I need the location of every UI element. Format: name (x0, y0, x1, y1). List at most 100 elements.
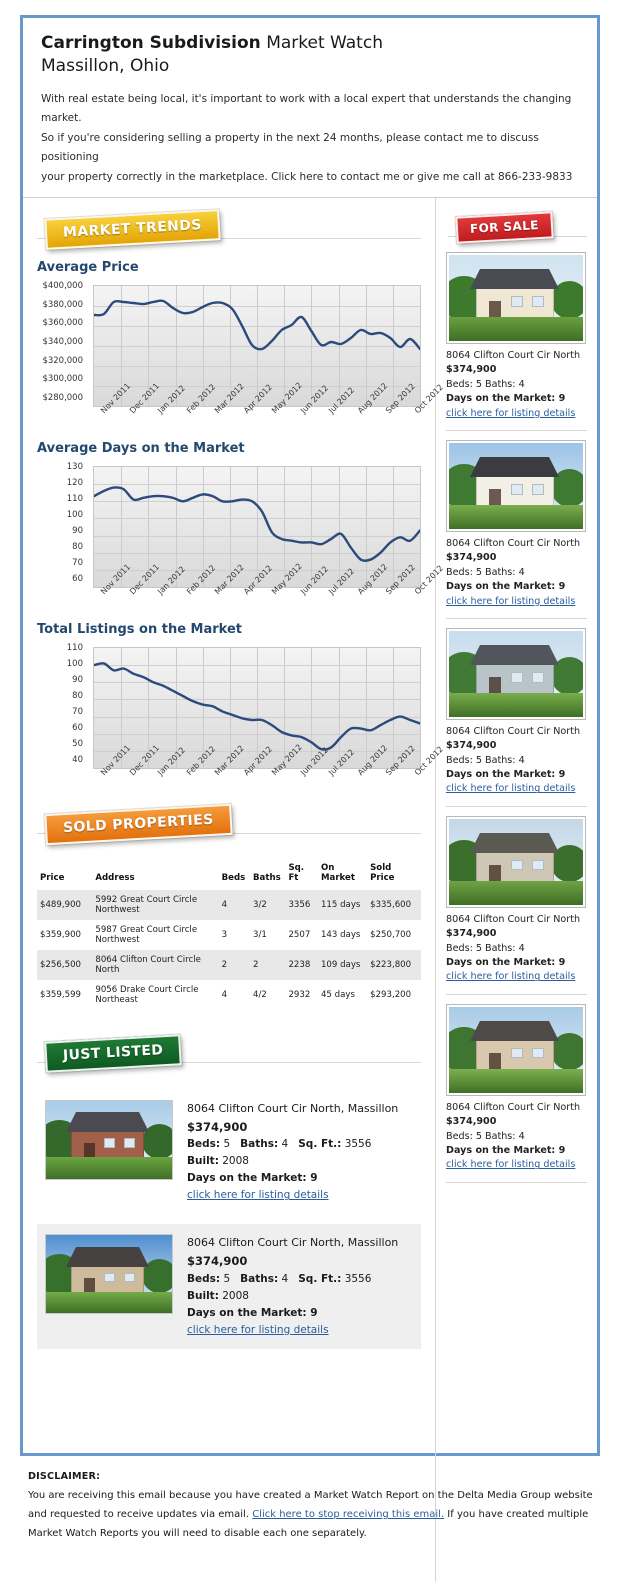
y-tick-label: 60 (72, 573, 83, 584)
table-cell-on-market: 143 days (320, 929, 361, 940)
listing-details-link[interactable]: click here for listing details (446, 407, 576, 419)
grid-line (148, 285, 150, 406)
listing-days-on-market: Days on the Market: 9 (446, 769, 566, 781)
listing-photo-art (46, 1235, 172, 1314)
listing-photo[interactable] (45, 1234, 173, 1315)
grid-line (392, 285, 394, 406)
intro-paragraph: With real estate being local, it's impor… (41, 90, 579, 187)
grid-line (338, 285, 340, 406)
listing-details-link[interactable]: click here for listing details (446, 1159, 576, 1171)
x-axis-labels: Nov 2011 Dec 2011 Jan 2012 Feb 2012 Mar 2012… (93, 743, 444, 811)
market-trends-badge: MARKET TRENDS (43, 207, 222, 252)
y-tick-label: 90 (72, 525, 83, 536)
chart-title: Average Days on the Market (37, 440, 245, 456)
grid-line (175, 285, 177, 406)
table-cell-sqft: 2507 (288, 929, 311, 940)
chart-title: Average Price (37, 259, 139, 275)
table-cell-beds: 4 (218, 889, 250, 920)
sold-properties-badge: SOLD PROPERTIES (43, 802, 234, 847)
table-cell-sqft: 2932 (288, 989, 311, 1000)
listing-details-link[interactable]: click here for listing details (187, 1323, 329, 1336)
table-cell-baths: 2 (250, 949, 286, 980)
for-sale-item: 8064 Clifton Court Cir North $374,900 Beds… (446, 815, 587, 995)
grid-line (338, 466, 340, 587)
listing-photo-art (449, 630, 583, 717)
disclaimer-text-b: If you have created multiple Market Watc… (28, 1509, 589, 1540)
y-tick-label: $280,000 (42, 392, 83, 403)
for-sale-badge: FOR SALE (454, 210, 555, 245)
y-tick-label: 50 (72, 738, 83, 749)
table-cell-price: $359,900 (40, 929, 82, 940)
just-listed-badge: JUST LISTED (43, 1032, 184, 1075)
y-tick-label: $340,000 (42, 336, 83, 347)
grid-line (148, 647, 150, 768)
table-cell-baths: 3/2 (250, 889, 286, 920)
listing-details-link[interactable]: click here for listing details (187, 1189, 329, 1202)
grid-line (311, 466, 313, 587)
grid-line (284, 285, 286, 406)
listing-photo[interactable] (446, 815, 586, 908)
table-cell-sqft: 3356 (285, 889, 318, 920)
footer-disclaimer: DISCLAIMER: You are receiving this email… (28, 1468, 594, 1543)
listing-photo[interactable] (446, 1003, 586, 1096)
listing-address: 8064 Clifton Court Cir North (446, 537, 581, 549)
table-row: $256,500 8064 Clifton Court Circle North 2… (37, 949, 421, 980)
listing-photo[interactable] (446, 251, 586, 344)
chart-total-listings: Total Listings on the Market 110 100 90 80 7… (37, 622, 445, 793)
listing-specs: Beds: 5 Baths: 4 (446, 1130, 525, 1142)
y-axis-labels: 110 100 90 80 70 60 50 40 (37, 643, 89, 765)
grid-line (284, 647, 286, 768)
grid-line (338, 647, 340, 768)
table-column-header: Sold Price (370, 862, 395, 883)
grid-line (148, 466, 150, 587)
for-sale-item: 8064 Clifton Court Cir North $374,900 Beds… (446, 251, 587, 431)
table-column-header: Sq. Ft (288, 862, 305, 883)
listing-photo-art (46, 1100, 172, 1179)
listing-days-on-market: Days on the Market: 9 (446, 1144, 566, 1156)
table-column-header: On Market (320, 862, 355, 883)
listing-price: $374,900 (446, 740, 497, 752)
table-cell-beds: 2 (218, 949, 250, 980)
listing-price: $374,900 (446, 364, 497, 376)
table-cell-sold-price: $250,700 (370, 929, 412, 940)
listing-specs: Beds: 5 Baths: 4 (446, 942, 525, 954)
grid-line (311, 647, 313, 768)
intro-line-3: your property correctly in the marketpla… (41, 170, 573, 183)
y-tick-label: 100 (66, 509, 83, 520)
grid-line (121, 285, 123, 406)
listing-photo[interactable] (446, 627, 586, 720)
unsubscribe-link[interactable]: Click here to stop receiving this email. (252, 1509, 445, 1521)
market-trends-section-header: MARKET TRENDS (37, 207, 435, 256)
grid-line (121, 466, 123, 587)
listing-photo[interactable] (45, 1099, 173, 1180)
listing-address: 8064 Clifton Court Cir North, Massillon (187, 1236, 399, 1250)
listing-details-link[interactable]: click here for listing details (446, 783, 576, 795)
main-column: MARKET TRENDS Average Price $400,000 $380… (23, 198, 445, 1582)
listing-days-on-market: Days on the Market: 9 (446, 581, 566, 593)
divider (37, 237, 421, 239)
table-cell-address: 9056 Drake Court Circle Northeast (95, 984, 199, 1005)
y-tick-label: $360,000 (42, 318, 83, 329)
listing-days-on-market: Days on the Market: 9 (446, 393, 566, 405)
for-sale-item: 8064 Clifton Court Cir North $374,900 Beds… (446, 439, 587, 619)
intro-line-1: With real estate being local, it's impor… (41, 92, 572, 125)
listing-details-link[interactable]: click here for listing details (446, 971, 576, 983)
table-cell-sold-price: $335,600 (367, 889, 421, 920)
listing-details-link[interactable]: click here for listing details (446, 595, 576, 607)
grid-line (229, 466, 231, 587)
y-tick-label: 120 (66, 477, 83, 488)
listing-photo[interactable] (446, 439, 586, 532)
grid-line (311, 285, 313, 406)
grid-line (365, 647, 367, 768)
grid-line (365, 466, 367, 587)
report-frame: Carrington Subdivision Market Watch Mass… (20, 15, 600, 1582)
grid-line (202, 285, 204, 406)
listing-address: 8064 Clifton Court Cir North, Massillon (187, 1101, 399, 1115)
y-tick-label: 40 (72, 754, 83, 765)
listing-price: $374,900 (446, 552, 497, 564)
y-axis-labels: 130 120 110 100 90 80 70 60 (37, 462, 89, 584)
listing-days-on-market: Days on the Market: 9 (446, 957, 566, 969)
chart-series-line (94, 467, 420, 587)
chart-average-days-on-market: Average Days on the Market 130 120 110 100 9… (37, 440, 445, 612)
